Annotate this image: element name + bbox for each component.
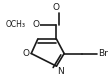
Text: O: O [53,3,60,12]
Text: O: O [33,20,40,29]
Text: Br: Br [98,49,108,58]
Text: N: N [57,67,64,76]
Text: O: O [22,49,29,58]
Text: OCH₃: OCH₃ [6,20,26,29]
